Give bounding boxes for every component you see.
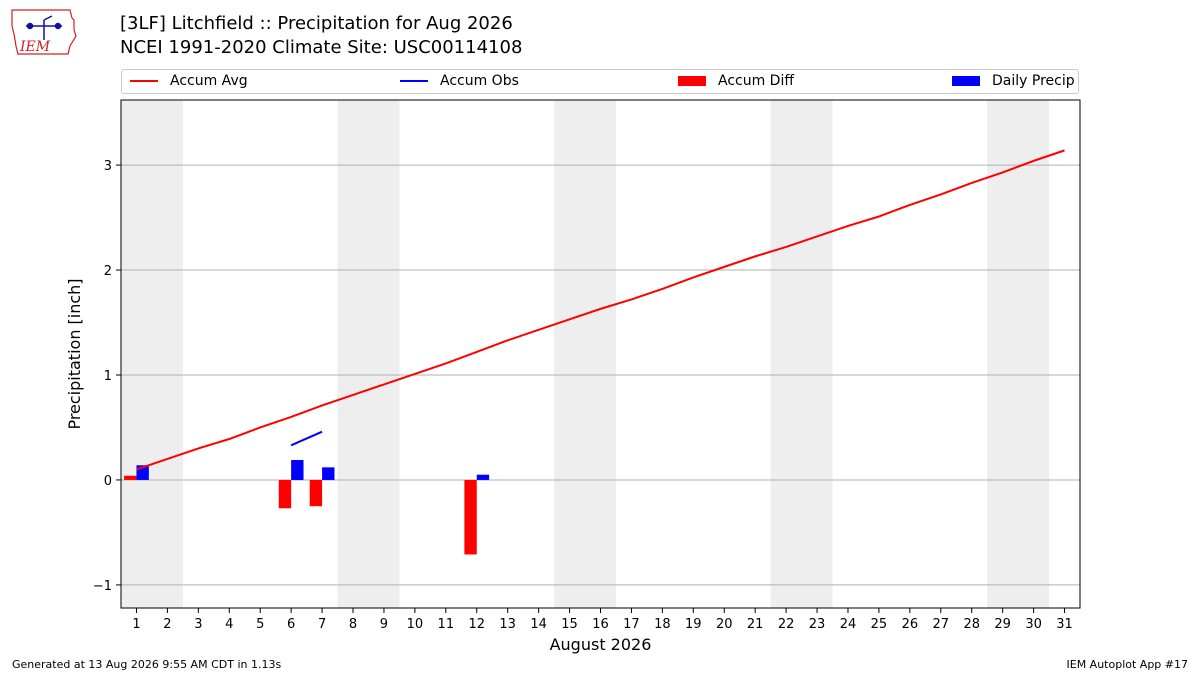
x-tick-label: 31 [1056, 617, 1073, 632]
x-tick-label: 4 [225, 617, 233, 632]
legend-item-daily-precip: Daily Precip [952, 73, 1075, 89]
legend-item-accum-diff: Accum Diff [678, 73, 794, 89]
x-tick-label: 18 [654, 617, 671, 632]
daily-precip-bar [291, 460, 304, 480]
legend-item-accum-avg: Accum Avg [130, 73, 248, 89]
x-tick-label: 21 [747, 617, 764, 632]
legend-label-accum-diff: Accum Diff [718, 73, 795, 89]
x-tick-label: 8 [349, 617, 357, 632]
weekend-band-0 [121, 100, 183, 608]
legend-swatch-daily-precip [952, 76, 980, 86]
daily-precip-bar [476, 474, 490, 480]
x-tick-label: 16 [592, 617, 609, 632]
chart-title: [3LF] Litchfield :: Precipitation for Au… [120, 12, 522, 60]
iem-logo-text: IEM [19, 39, 51, 55]
legend-label-daily-precip: Daily Precip [992, 73, 1075, 89]
y-gridlines [121, 164, 1080, 586]
x-tick-label: 2 [163, 617, 171, 632]
x-tick-label: 17 [623, 617, 640, 632]
bar-series [124, 460, 490, 555]
y-tick-label: 2 [104, 264, 112, 279]
line-series [136, 149, 1065, 471]
x-tick-label: 9 [380, 617, 388, 632]
x-tick-label: 5 [256, 617, 264, 632]
daily-precip-bar [322, 467, 335, 480]
x-axis-ticks: 1 2 3 4 5 6 7 8 9 10 11 12 13 14 15 16 17 18 19 20 21 22 23 24 2… [132, 608, 1073, 632]
legend-swatch-accum-obs [400, 80, 428, 82]
x-tick-label: 22 [778, 617, 795, 632]
chart-legend: Accum Avg Accum Obs Accum Diff Daily Pre… [121, 69, 1079, 94]
x-tick-label: 24 [840, 617, 857, 632]
weekend-bands [121, 100, 1050, 608]
app-label: IEM Autoplot App #17 [1066, 658, 1189, 671]
y-tick-label: 3 [104, 159, 112, 174]
legend-label-accum-avg: Accum Avg [170, 73, 248, 89]
accum-avg-line [136, 149, 1065, 471]
x-tick-label: 29 [994, 617, 1011, 632]
weekend-band-3 [770, 100, 833, 608]
accum-diff-bar [464, 479, 477, 555]
y-axis-ticks: −1 0 1 2 3 [93, 159, 121, 594]
y-tick-label: 0 [104, 474, 112, 489]
y-axis-label: Precipitation [inch] [65, 278, 84, 429]
legend-label-accum-obs: Accum Obs [440, 73, 519, 89]
weekend-band-4 [987, 100, 1050, 608]
x-tick-label: 11 [438, 617, 455, 632]
x-tick-label: 10 [407, 617, 424, 632]
title-line-1: [3LF] Litchfield :: Precipitation for Au… [120, 13, 513, 34]
y-tick-label: 1 [104, 369, 112, 384]
legend-item-accum-obs: Accum Obs [400, 73, 519, 89]
accum-obs-line [290, 430, 323, 447]
weekend-band-2 [554, 100, 616, 608]
accum-diff-bar [309, 479, 323, 507]
x-tick-label: 23 [809, 617, 826, 632]
legend-swatch-accum-avg [130, 80, 158, 82]
x-tick-label: 27 [933, 617, 950, 632]
iem-logo: IEM [11, 9, 77, 55]
x-tick-label: 3 [194, 617, 202, 632]
x-tick-label: 6 [287, 617, 295, 632]
x-axis-label: August 2026 [550, 635, 652, 654]
x-tick-label: 1 [132, 617, 140, 632]
y-tick-label: −1 [93, 579, 112, 594]
x-tick-label: 7 [318, 617, 326, 632]
iowa-outline-icon [11, 9, 77, 55]
accum-diff-bar [124, 475, 137, 480]
x-tick-label: 20 [716, 617, 733, 632]
title-line-2: NCEI 1991-2020 Climate Site: USC00114108 [120, 37, 523, 58]
x-tick-label: 14 [530, 617, 547, 632]
accum-diff-bar [278, 479, 292, 509]
x-tick-label: 12 [468, 617, 485, 632]
x-tick-label: 13 [499, 617, 516, 632]
x-tick-label: 25 [871, 617, 888, 632]
x-tick-label: 19 [685, 617, 702, 632]
generated-timestamp: Generated at 13 Aug 2026 9:55 AM CDT in … [12, 658, 282, 671]
x-tick-label: 28 [963, 617, 980, 632]
x-tick-label: 30 [1025, 617, 1042, 632]
legend-swatch-accum-diff [678, 76, 706, 86]
weather-station-icon [26, 15, 62, 40]
x-tick-label: 26 [902, 617, 919, 632]
weekend-band-1 [337, 100, 400, 608]
x-tick-label: 15 [561, 617, 578, 632]
